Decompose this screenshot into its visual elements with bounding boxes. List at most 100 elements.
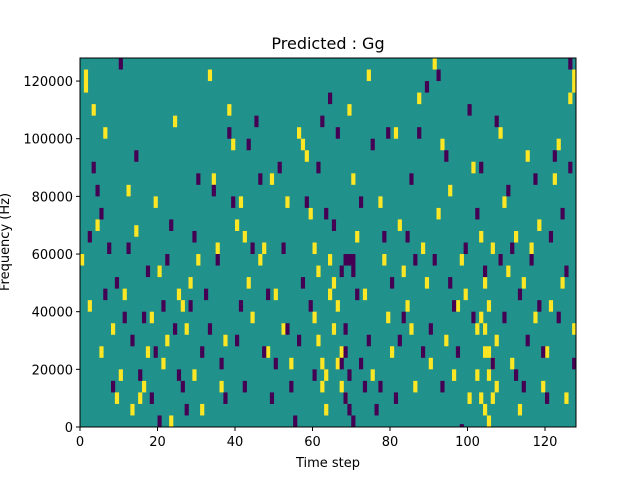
heatmap-cell-high (413, 380, 418, 393)
heatmap-cell-high (316, 265, 321, 278)
heatmap-cell-low (180, 380, 185, 393)
heatmap-cell-low (173, 323, 178, 335)
heatmap-cell-low (502, 311, 507, 324)
heatmap-cell-low (258, 173, 263, 185)
heatmap-cell-low (339, 265, 344, 278)
heatmap-cell-low (134, 150, 139, 162)
y-tick-label: 0 (65, 421, 73, 436)
heatmap-cell-low (541, 346, 546, 358)
heatmap-cell-high (130, 403, 135, 416)
heatmap-cell-low (432, 254, 437, 266)
heatmap-cell-low (200, 346, 205, 358)
heatmap-cell-high (308, 207, 313, 220)
heatmap-cell-low (269, 392, 275, 404)
y-axis: 0 20000 40000 60000 80000 100000 120000 (23, 75, 80, 436)
heatmap-cell-high (149, 311, 154, 324)
x-tick-label: 120 (533, 435, 558, 450)
x-tick-label: 100 (455, 435, 480, 450)
heatmap-cell-high (335, 357, 340, 370)
heatmap-cell-high (165, 334, 170, 347)
y-tick-label: 20000 (32, 363, 73, 378)
heatmap-cell-low (343, 323, 348, 335)
heatmap-cell-low (463, 242, 468, 255)
x-axis-label: Time step (295, 456, 360, 471)
heatmap-cell-high (494, 334, 499, 347)
heatmap-cell-low (118, 58, 123, 70)
heatmap-cell-low (165, 254, 170, 266)
heatmap-cell-low (401, 311, 406, 324)
heatmap-cell-low (359, 196, 364, 208)
heatmap-cell-low (405, 230, 410, 243)
heatmap-cell-low (293, 415, 298, 427)
heatmap-cell-high (157, 265, 162, 278)
heatmap-cell-low (564, 265, 569, 278)
heatmap-cell-high (483, 346, 488, 358)
heatmap-cell-high (304, 150, 309, 162)
heatmap-cells (80, 58, 577, 427)
heatmap-cell-low (556, 311, 561, 324)
heatmap-cell-high (397, 219, 402, 231)
heatmap-cell-high (552, 173, 557, 185)
heatmap-cell-low (235, 334, 240, 347)
heatmap-cell-high (432, 58, 437, 70)
x-tick-label: 80 (382, 435, 399, 450)
heatmap-cell-low (211, 184, 216, 197)
heatmap-cell-high (490, 242, 495, 255)
heatmap-cell-low (347, 403, 352, 416)
heatmap-cell-high (498, 127, 503, 139)
heatmap-cell-high (320, 380, 325, 393)
heatmap-cell-low (545, 392, 550, 404)
plot-area (80, 58, 577, 427)
heatmap-cell-high (103, 127, 108, 139)
heatmap-cell-high (386, 311, 391, 324)
heatmap-cell-low (138, 369, 143, 381)
heatmap-cell-high (355, 230, 360, 243)
heatmap-cell-high (324, 403, 329, 416)
heatmap-cell-high (312, 311, 317, 324)
x-tick-label: 60 (304, 435, 321, 450)
heatmap-cell-high (320, 357, 325, 370)
heatmap-cell-low (207, 323, 213, 335)
heatmap-cell-low (304, 196, 309, 208)
heatmap-cell-high (118, 369, 123, 381)
heatmap-cell-high (312, 242, 317, 255)
heatmap-cell-high (483, 277, 488, 289)
heatmap-cell-low (494, 115, 499, 128)
heatmap-cell-high (378, 196, 383, 208)
heatmap-cell-high (285, 196, 290, 208)
heatmap-cell-low (238, 300, 244, 312)
heatmap-cell-low (339, 357, 344, 370)
heatmap-cell-low (184, 403, 189, 416)
heatmap-cell-high (537, 219, 542, 231)
heatmap-cell-high (289, 357, 294, 370)
heatmap-cell-high (483, 403, 488, 416)
heatmap-cell-low (91, 161, 96, 174)
heatmap-cell-low (428, 323, 433, 335)
heatmap-cell-low (145, 265, 151, 278)
heatmap-cell-high (169, 415, 174, 427)
heatmap-cell-high (273, 288, 278, 301)
heatmap-cell-high (514, 230, 519, 243)
heatmap-cell-high (324, 369, 329, 381)
heatmap-cell-high (390, 346, 395, 358)
heatmap-cell-high (180, 300, 185, 312)
heatmap-cell-high (114, 392, 120, 404)
heatmap-cell-high (91, 104, 96, 116)
heatmap-cell-high (231, 138, 236, 151)
heatmap-cell-high (142, 380, 147, 393)
heatmap-cell-low (285, 323, 290, 335)
heatmap-cell-high (529, 242, 534, 255)
heatmap-cell-high (370, 369, 375, 381)
heatmap-cell-low (533, 173, 538, 185)
heatmap-cell-low (289, 380, 294, 393)
heatmap-cell-low (506, 184, 511, 197)
heatmap-cell-low (250, 242, 255, 255)
heatmap-cell-high (227, 104, 232, 116)
heatmap-cell-high (331, 323, 337, 335)
heatmap-cell-high (483, 323, 488, 335)
heatmap-cell-low (479, 161, 484, 174)
heatmap-cell-low (347, 254, 352, 266)
heatmap-cell-low (424, 81, 430, 93)
heatmap-cell-low (320, 115, 325, 128)
